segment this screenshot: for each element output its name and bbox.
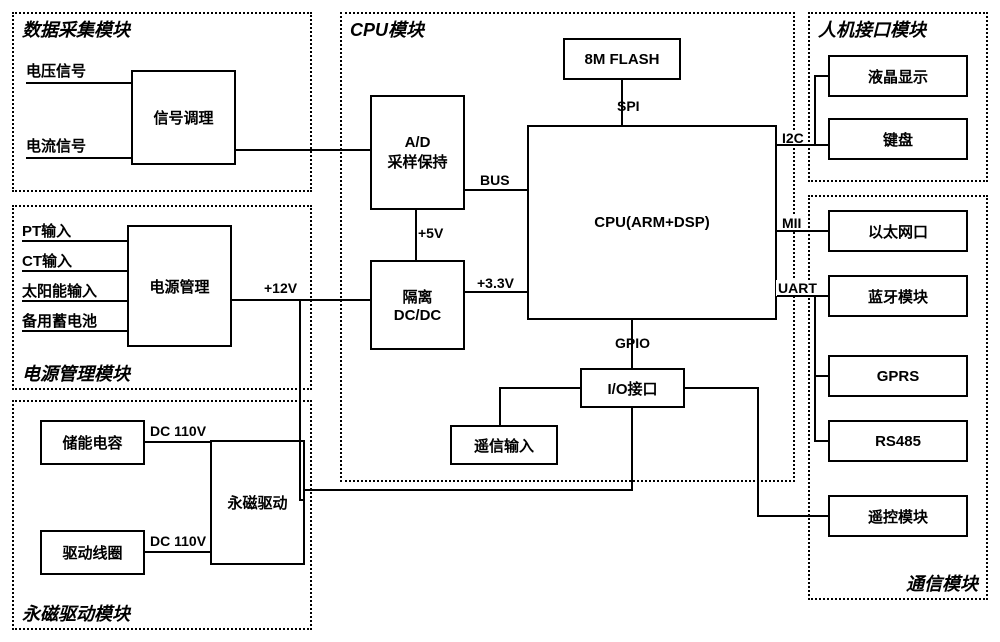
line-voltage bbox=[26, 82, 131, 84]
signal-ct: CT输入 bbox=[22, 250, 72, 271]
label-dc110-b: DC 110V bbox=[148, 533, 208, 549]
module-title-pm-drive: 永磁驱动模块 bbox=[20, 600, 132, 626]
label-uart: UART bbox=[776, 280, 819, 296]
box-signal-cond: 信号调理 bbox=[131, 70, 236, 165]
module-title-hmi: 人机接口模块 bbox=[816, 16, 928, 42]
box-ad-sh: A/D 采样保持 bbox=[370, 95, 465, 210]
module-title-comm: 通信模块 bbox=[904, 570, 980, 596]
line-current bbox=[26, 157, 131, 159]
box-kbd: 键盘 bbox=[828, 118, 968, 160]
box-flash: 8M FLASH bbox=[563, 38, 681, 80]
box-gprs: GPRS bbox=[828, 355, 968, 397]
signal-voltage: 电压信号 bbox=[26, 60, 86, 81]
box-lcd: 液晶显示 bbox=[828, 55, 968, 97]
box-pm-drive: 永磁驱动 bbox=[210, 440, 305, 565]
line-pt bbox=[22, 240, 127, 242]
label-spi: SPI bbox=[615, 98, 642, 114]
signal-solar: 太阳能输入 bbox=[22, 280, 97, 301]
diagram-canvas: 数据采集模块 电源管理模块 永磁驱动模块 CPU模块 人机接口模块 通信模块 电… bbox=[0, 0, 1000, 642]
module-title-cpu: CPU模块 bbox=[348, 16, 426, 42]
label-i2c: I2C bbox=[780, 130, 806, 146]
label-bus: BUS bbox=[478, 172, 512, 188]
box-cpu: CPU(ARM+DSP) bbox=[527, 125, 777, 320]
label-ad-sh: A/D 采样保持 bbox=[387, 134, 447, 172]
box-bt: 蓝牙模块 bbox=[828, 275, 968, 317]
line-batt bbox=[22, 330, 127, 332]
box-remote: 遥控模块 bbox=[828, 495, 968, 537]
signal-pt: PT输入 bbox=[22, 220, 71, 241]
module-title-power: 电源管理模块 bbox=[20, 360, 132, 386]
module-comm: 通信模块 bbox=[808, 195, 988, 600]
box-yx-in: 遥信输入 bbox=[450, 425, 558, 465]
module-title-data-acq: 数据采集模块 bbox=[20, 16, 132, 42]
signal-current: 电流信号 bbox=[26, 135, 86, 156]
label-gpio: GPIO bbox=[613, 335, 652, 351]
box-storage-cap: 储能电容 bbox=[40, 420, 145, 465]
signal-batt: 备用蓄电池 bbox=[22, 310, 97, 331]
box-rs485: RS485 bbox=[828, 420, 968, 462]
line-ct bbox=[22, 270, 127, 272]
label-mii: MII bbox=[780, 215, 803, 231]
label-iso-dcdc: 隔离 DC/DC bbox=[394, 286, 442, 324]
box-drive-coil: 驱动线圈 bbox=[40, 530, 145, 575]
box-io-if: I/O接口 bbox=[580, 368, 685, 408]
box-eth: 以太网口 bbox=[828, 210, 968, 252]
box-power-mgr: 电源管理 bbox=[127, 225, 232, 347]
box-iso-dcdc: 隔离 DC/DC bbox=[370, 260, 465, 350]
label-p12v: +12V bbox=[262, 280, 299, 296]
label-p5v: +5V bbox=[416, 225, 445, 241]
line-solar bbox=[22, 300, 127, 302]
label-dc110-a: DC 110V bbox=[148, 423, 208, 439]
label-p3v3: +3.3V bbox=[475, 275, 516, 291]
